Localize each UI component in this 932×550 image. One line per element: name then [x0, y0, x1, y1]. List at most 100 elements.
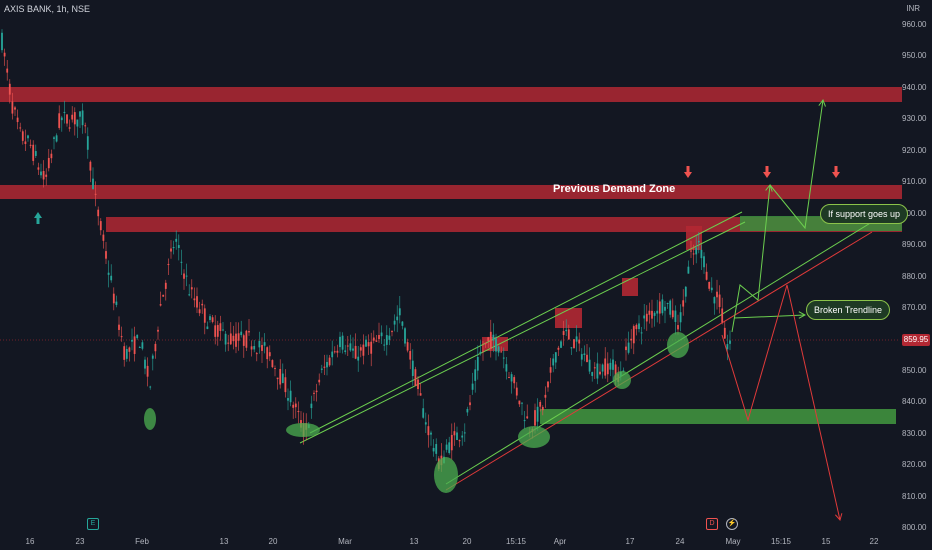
time-tick-label: 22 [869, 537, 879, 546]
arrowhead [765, 183, 773, 192]
time-tick-label: May [725, 537, 741, 546]
price-tick-label: 800.00 [902, 523, 927, 532]
candle-body [422, 408, 425, 418]
candle-body [513, 377, 516, 384]
candle-body [266, 347, 269, 360]
candle-body [406, 342, 409, 351]
candle-body [645, 313, 648, 322]
candle-body [73, 112, 76, 125]
projection-continue-path [769, 99, 824, 230]
candle-body [336, 350, 339, 353]
candle-body [79, 111, 81, 117]
candle-body [214, 325, 217, 337]
price-tick-label: 920.00 [902, 145, 927, 155]
swing-low-ellipse [144, 408, 156, 430]
candle-body [643, 315, 646, 319]
price-tick-label: 940.00 [902, 82, 927, 92]
candle-body [253, 346, 256, 350]
candle-body [240, 331, 243, 336]
up-arrow-icon [34, 212, 42, 218]
candle-body [29, 144, 32, 146]
candle-body [414, 369, 417, 386]
candle-body [331, 351, 334, 358]
candle-body [222, 329, 224, 331]
candle-body [287, 398, 289, 401]
candle-body [136, 334, 139, 339]
candle-body [469, 402, 471, 406]
candle-body [32, 144, 35, 161]
candle-body [471, 383, 474, 390]
candle-body [359, 347, 362, 351]
candle-body [84, 125, 87, 127]
candle-body [575, 336, 578, 342]
symbol-title: AXIS BANK, 1h, NSE [4, 4, 91, 14]
candle-body [523, 420, 526, 422]
projection-down-path [721, 284, 841, 521]
candle-body [120, 336, 123, 338]
price-tick-label: 810.00 [902, 491, 927, 501]
candle-body [60, 117, 63, 121]
price-tick-label: 830.00 [902, 428, 927, 438]
down-arrow-icon [763, 172, 771, 178]
candle-body [671, 310, 674, 318]
candle-body [705, 271, 708, 280]
support-callout[interactable]: If support goes up [820, 204, 909, 224]
candle-body [651, 310, 653, 319]
candle-body [391, 331, 393, 333]
arrowhead [798, 311, 807, 319]
time-tick-label: 15 [821, 537, 831, 546]
candle-body [352, 348, 354, 351]
candle-body [268, 352, 271, 357]
candle-body [604, 358, 607, 376]
candle-body [53, 137, 55, 139]
candle-body [430, 432, 432, 435]
candle-body [653, 312, 656, 316]
candle-body [318, 379, 321, 383]
candle-body [170, 248, 172, 252]
candle-body [666, 303, 669, 305]
candle-body [3, 52, 6, 57]
candle-body [339, 336, 341, 348]
candle-body [622, 370, 625, 372]
candle-body [292, 404, 295, 408]
candle-body [21, 131, 24, 141]
candle-body [648, 310, 651, 315]
candle-body [679, 312, 682, 323]
candle-body [271, 360, 274, 368]
candle-body [63, 111, 66, 113]
candle-body [154, 343, 157, 352]
swing-low-ellipse [434, 457, 458, 493]
time-tick-label: 20 [268, 537, 278, 546]
flash-icon[interactable]: ⚡ [726, 518, 738, 530]
supply-box [622, 278, 638, 296]
candle-body [539, 402, 542, 407]
candle-body [401, 321, 404, 326]
dividend-icon[interactable]: D [706, 518, 718, 530]
candle-body [294, 403, 297, 408]
candle-body [172, 246, 175, 249]
candle-body [432, 447, 435, 452]
candle-body [102, 234, 105, 241]
candle-body [258, 340, 261, 348]
resistance-zone-940 [0, 87, 902, 102]
trendline-callout[interactable]: Broken Trendline [806, 300, 891, 320]
arrowhead [834, 513, 843, 522]
earnings-icon[interactable]: E [87, 518, 99, 530]
candle-body [24, 141, 27, 144]
candle-body [474, 369, 477, 381]
swing-low-ellipse [518, 426, 550, 448]
candle-body [606, 363, 609, 375]
candle-body [609, 362, 612, 370]
candle-body [196, 296, 198, 308]
candle-body [248, 331, 250, 333]
down-arrow-icon [684, 172, 692, 178]
candle-body [71, 114, 74, 120]
candle-body [45, 174, 48, 177]
candle-body [723, 327, 726, 339]
candle-body [326, 362, 328, 368]
candle-body [614, 364, 617, 381]
candle-body [276, 377, 279, 380]
candle-body [658, 301, 661, 314]
